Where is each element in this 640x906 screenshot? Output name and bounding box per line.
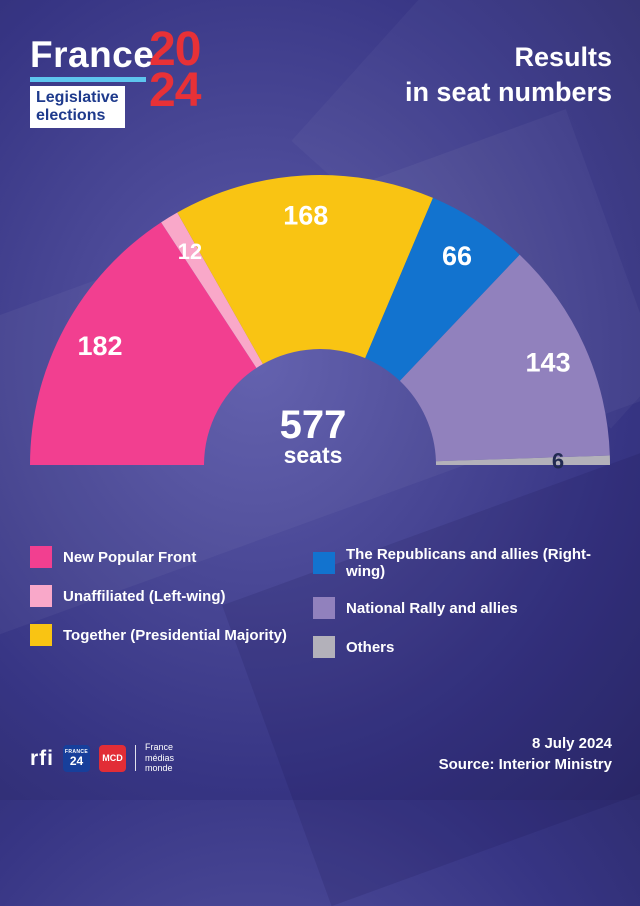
total-seats-value: 577 xyxy=(280,403,347,447)
legend-item: Together (Presidential Majority) xyxy=(30,624,313,646)
legend-label: Unaffiliated (Left-wing) xyxy=(63,587,226,605)
total-seats-label: seats xyxy=(284,442,343,468)
page-title-line2: in seat numbers xyxy=(404,77,612,108)
legend-label: New Popular Front xyxy=(63,548,197,566)
legend-item: New Popular Front xyxy=(30,546,313,568)
france-medias-monde-logo: France médias monde xyxy=(145,742,174,774)
segment-unaffiliated-left-wing xyxy=(161,212,263,368)
legend-item: Unaffiliated (Left-wing) xyxy=(30,585,313,607)
legend-label: The Republicans and allies (Right-wing) xyxy=(346,546,592,580)
donut-segment-labels: 182 12 168 66 143 6 xyxy=(78,200,571,473)
brand-year-top: 20 xyxy=(149,23,201,76)
legend-swatch xyxy=(30,624,52,646)
brand-subtitle-line1: Legislative xyxy=(36,89,119,106)
legend-swatch xyxy=(30,546,52,568)
legend-label: Together (Presidential Majority) xyxy=(63,626,287,644)
segment-others xyxy=(435,455,610,465)
fmm-line3: monde xyxy=(145,763,173,774)
segment-new-popular-front xyxy=(30,222,257,465)
segment-value-label: 168 xyxy=(283,200,328,230)
brand-subtitle-line2: elections xyxy=(36,106,106,124)
segment-value-label: 12 xyxy=(178,239,202,264)
footer-logos: rfi FRANCE 24 MCD France médias monde xyxy=(30,742,174,774)
brand-name: France xyxy=(30,34,155,75)
france24-number: 24 xyxy=(69,753,84,768)
brand-year: 20 24 xyxy=(149,23,201,118)
page-title: Results in seat numbers xyxy=(405,40,612,110)
legend-swatch xyxy=(30,585,52,607)
segment-value-label: 66 xyxy=(442,241,472,271)
brand-underline xyxy=(30,77,146,82)
mcd-logo: MCD xyxy=(99,744,126,772)
france24-word: FRANCE xyxy=(64,748,89,755)
brand-subtitle: Legislative elections xyxy=(30,86,125,128)
legend-label: National Rally and allies xyxy=(346,599,518,617)
legend-swatch xyxy=(313,552,335,574)
brand-year-bottom: 24 xyxy=(149,64,201,118)
infographic: France 20 24 Legislative elections Resul… xyxy=(30,25,616,777)
segment-national-rally-and-allies xyxy=(399,254,610,462)
donut-segments xyxy=(30,174,610,465)
legend-label: Others xyxy=(346,638,395,656)
legend-item: The Republicans and allies (Right-wing) xyxy=(313,546,616,580)
legend-swatch xyxy=(313,597,335,619)
legend-item: National Rally and allies xyxy=(313,597,616,619)
segment-the-republicans-and-allies-right-wing xyxy=(365,197,520,381)
brand-logo: France 20 24 Legislative elections xyxy=(30,25,250,128)
rfi-logo: rfi xyxy=(30,746,54,770)
page-title-line1: Results xyxy=(514,42,612,72)
source-label: Source: Interior Ministry xyxy=(438,756,612,774)
legend: New Popular Front Unaffiliated (Left-wing… xyxy=(30,546,616,658)
footer-meta: 8 July 2024 Source: Interior Ministry xyxy=(439,733,612,777)
fmm-divider xyxy=(135,745,136,772)
legend-item: Others xyxy=(313,636,616,658)
legend-column-right: The Republicans and allies (Right-wing) N… xyxy=(313,546,616,658)
legend-column-left: New Popular Front Unaffiliated (Left-wing… xyxy=(30,546,313,658)
seat-donut-chart: 182 12 168 66 143 6 577 seats xyxy=(30,174,610,474)
france24-logo: FRANCE 24 xyxy=(63,744,90,772)
legend-swatch xyxy=(313,636,335,658)
segment-value-label: 182 xyxy=(78,331,123,361)
segment-together-presidential-majority xyxy=(177,174,433,365)
publication-date: 8 July 2024 xyxy=(531,734,612,752)
segment-value-label: 143 xyxy=(526,348,571,378)
segment-value-label: 6 xyxy=(552,449,564,474)
fmm-line1: France xyxy=(145,742,174,753)
fmm-line2: médias xyxy=(145,752,175,763)
